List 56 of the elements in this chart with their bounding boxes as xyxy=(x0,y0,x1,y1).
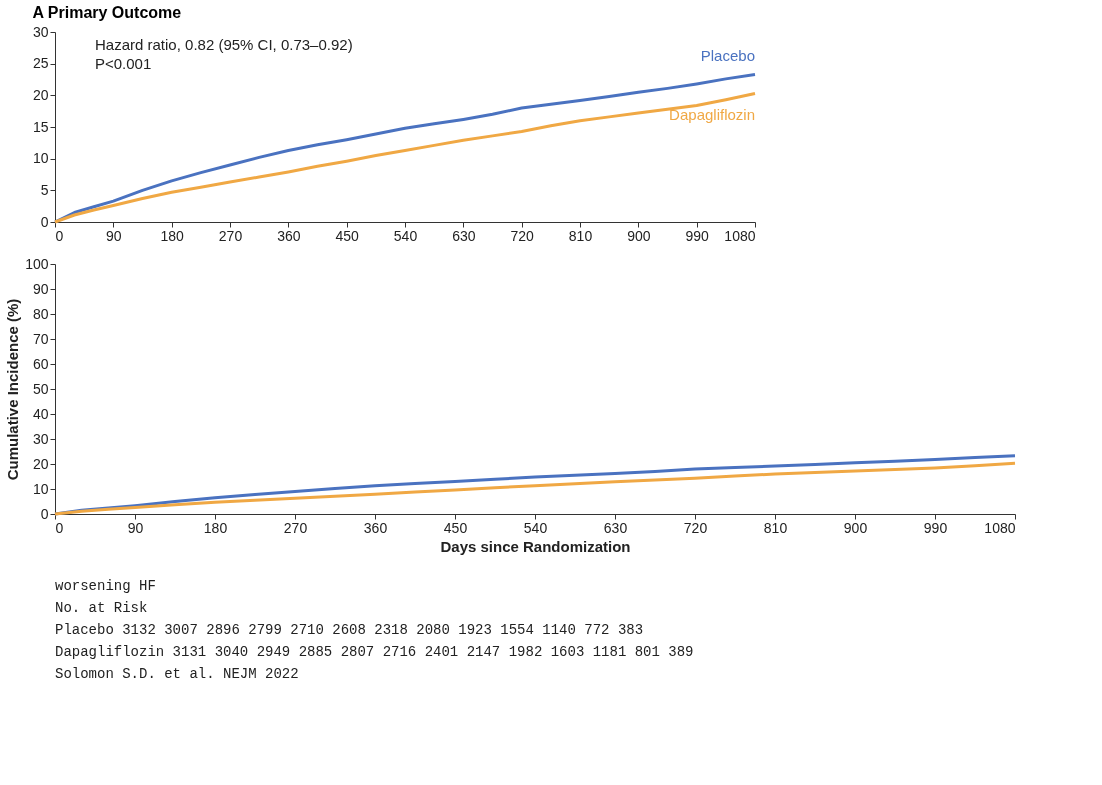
y-axis-title: Cumulative Incidence (%) xyxy=(4,298,22,481)
y-tick-label: 50 xyxy=(32,380,49,397)
text: Dapagliflozin 3131 3040 2949 2885 2807 2716 2401 2147 1982 1603 1181 801 389 xyxy=(55,644,694,660)
y-tick-label: 10 xyxy=(32,480,49,497)
x-axis-title: Days since Randomization xyxy=(440,537,631,555)
x-tick-label: 900 xyxy=(627,227,651,244)
y-tick-label: 40 xyxy=(32,405,49,422)
x-tick-label: 540 xyxy=(523,519,548,536)
x-tick-label: 630 xyxy=(452,227,476,244)
x-tick-label: 180 xyxy=(203,519,228,536)
y-tick-label: 90 xyxy=(32,280,49,297)
series-label: Placebo xyxy=(700,47,755,65)
y-tick-label: 0 xyxy=(40,213,49,230)
x-tick-label: 540 xyxy=(393,227,418,244)
y-tick-label: 20 xyxy=(32,455,49,472)
x-tick-label: 450 xyxy=(443,519,468,536)
x-tick-label: 810 xyxy=(568,227,593,244)
annotation: P<0.001 xyxy=(95,55,152,72)
x-tick-label: 360 xyxy=(363,519,388,536)
y-tick-label: 20 xyxy=(32,86,49,103)
x-tick-label: 630 xyxy=(603,519,628,536)
x-tick-label: 720 xyxy=(683,519,708,536)
x-tick-label: 90 xyxy=(106,227,122,244)
x-tick-label: 810 xyxy=(763,519,788,536)
x-tick-label: 0 xyxy=(55,227,64,244)
series-label: Dapagliflozin xyxy=(669,106,755,124)
text: worsening HF xyxy=(55,578,156,594)
y-tick-label: 15 xyxy=(32,118,49,135)
x-tick-label: 0 xyxy=(55,519,64,536)
x-tick-label: 450 xyxy=(335,227,360,244)
x-tick-label: 360 xyxy=(277,227,301,244)
x-tick-label: 720 xyxy=(510,227,535,244)
x-tick-label: 990 xyxy=(923,519,948,536)
x-tick-label: 90 xyxy=(127,519,144,536)
x-tick-label: 990 xyxy=(685,227,710,244)
y-tick-label: 60 xyxy=(32,355,49,372)
y-tick-label: 5 xyxy=(40,181,49,198)
text: No. at Risk xyxy=(55,600,148,616)
y-tick-label: 100 xyxy=(25,255,49,272)
annotation: Hazard ratio, 0.82 (95% CI, 0.73–0.92) xyxy=(95,36,353,53)
y-tick-label: 80 xyxy=(32,305,49,322)
x-tick-label: 1080 xyxy=(724,227,756,244)
y-tick-label: 30 xyxy=(32,430,49,447)
text: Placebo 3132 3007 2896 2799 2710 2608 2318 2080 1923 1554 1140 772 383 xyxy=(55,622,644,638)
text: Solomon S.D. et al. NEJM 2022 xyxy=(55,666,299,682)
y-tick-label: 70 xyxy=(32,330,49,347)
x-tick-label: 1080 xyxy=(984,519,1016,536)
x-tick-label: 270 xyxy=(218,227,243,244)
y-tick-label: 0 xyxy=(40,505,49,522)
x-tick-label: 270 xyxy=(283,519,308,536)
x-tick-label: 180 xyxy=(160,227,185,244)
y-tick-label: 25 xyxy=(32,55,49,72)
y-tick-label: 10 xyxy=(32,150,49,167)
x-tick-label: 900 xyxy=(843,519,868,536)
chart-title: A Primary Outcome xyxy=(32,4,182,21)
y-tick-label: 30 xyxy=(32,23,49,40)
